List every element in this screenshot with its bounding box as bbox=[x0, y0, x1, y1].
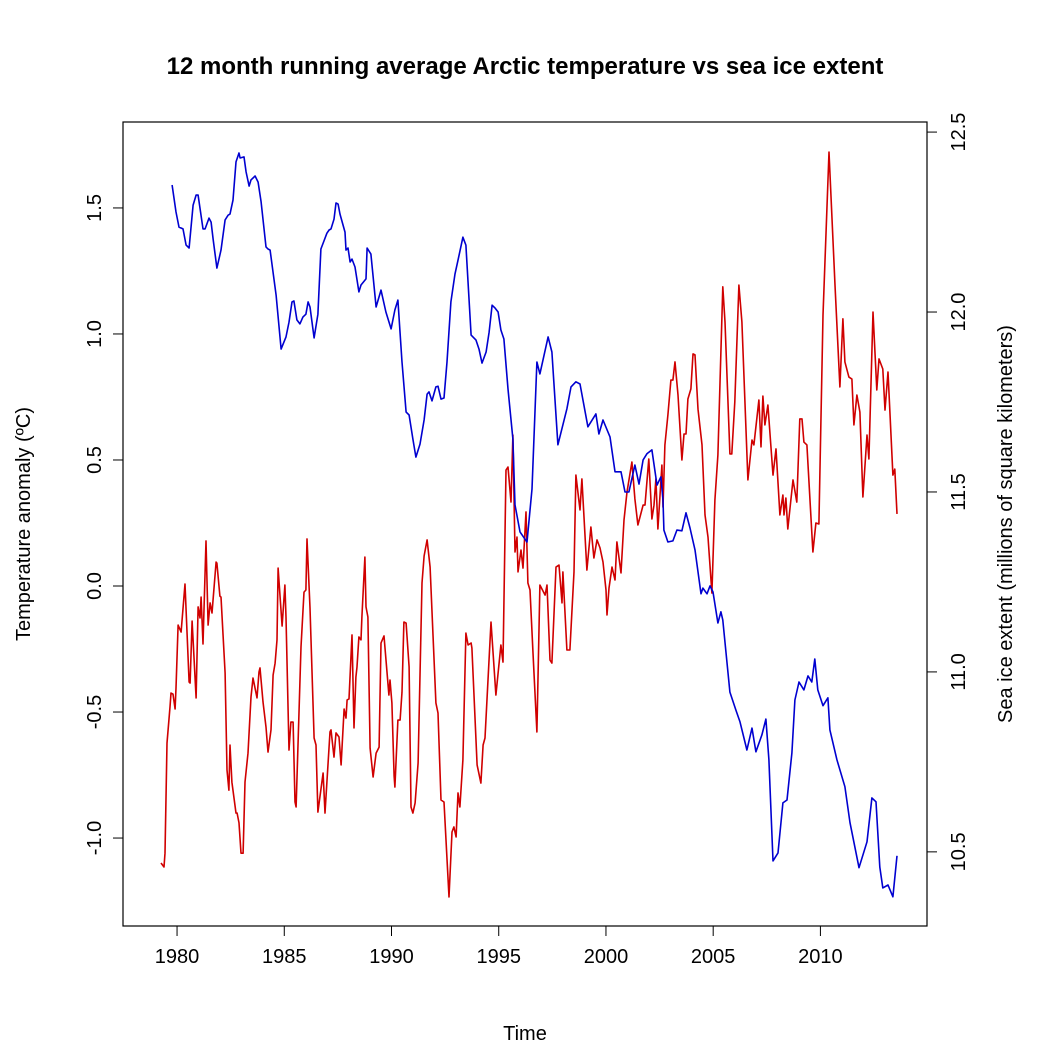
temperature-anomaly-line bbox=[160, 151, 898, 898]
y-tick-label: 1.5 bbox=[84, 194, 106, 222]
y-tick-label: 0.5 bbox=[84, 446, 106, 474]
y-tick-label: 0.0 bbox=[84, 572, 106, 600]
x-tick-label: 2010 bbox=[798, 946, 843, 968]
y-tick-label: -1.0 bbox=[84, 821, 106, 855]
chart-title: 12 month running average Arctic temperat… bbox=[167, 53, 884, 80]
x-tick-label: 1990 bbox=[369, 946, 414, 968]
x-tick-label: 2005 bbox=[691, 946, 736, 968]
y2-axis-label: Sea ice extent (millions of square kilom… bbox=[995, 325, 1017, 723]
y2-tick-label: 12.5 bbox=[948, 113, 970, 152]
y-tick-label: 1.0 bbox=[84, 320, 106, 348]
x-axis-label: Time bbox=[503, 1023, 547, 1045]
series-layer bbox=[160, 151, 898, 898]
x-tick-label: 1995 bbox=[476, 946, 521, 968]
x-tick-label: 1985 bbox=[262, 946, 307, 968]
y-tick-label: -0.5 bbox=[84, 695, 106, 729]
x-axis: 1980 1985 1990 1995 2000 2005 2010 bbox=[155, 925, 843, 968]
y-axis-right: 10.5 11.0 11.5 12.0 12.5 bbox=[926, 113, 970, 871]
sea-ice-extent-line bbox=[171, 152, 898, 898]
y2-tick-label: 10.5 bbox=[948, 832, 970, 871]
x-tick-label: 1980 bbox=[155, 946, 200, 968]
x-tick-label: 2000 bbox=[584, 946, 629, 968]
y-axis-left: -1.0 -0.5 0.0 0.5 1.0 1.5 bbox=[84, 194, 124, 855]
y2-tick-label: 11.5 bbox=[948, 473, 970, 510]
y2-tick-label: 11.0 bbox=[948, 653, 970, 690]
y-axis-label: Temperature anomaly (ºC) bbox=[13, 407, 35, 641]
y2-tick-label: 12.0 bbox=[948, 293, 970, 332]
